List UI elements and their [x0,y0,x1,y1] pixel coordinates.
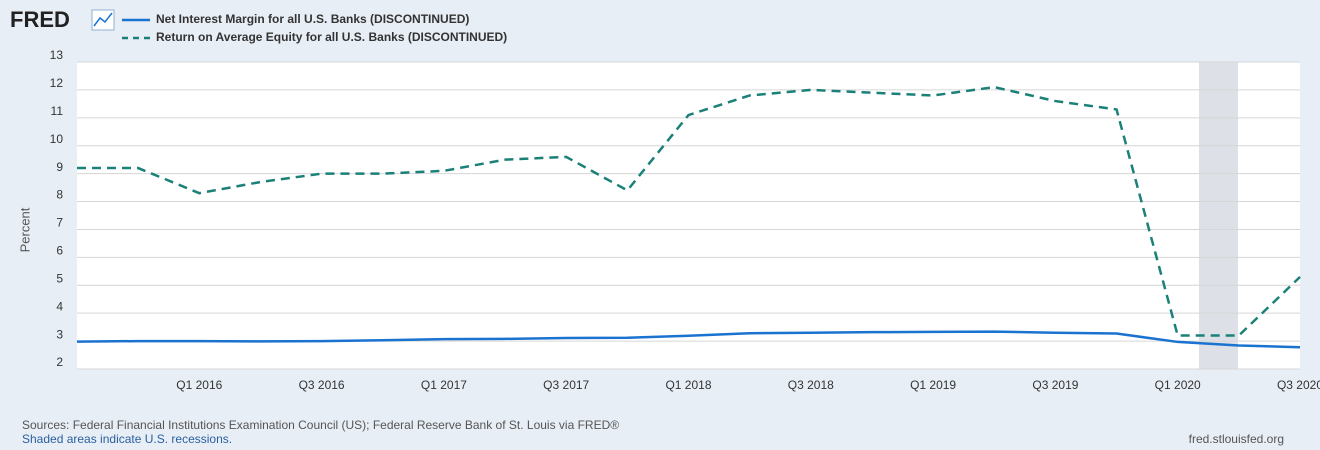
y-tick-label: 13 [50,48,64,62]
x-tick-label: Q3 2017 [543,378,589,392]
site: fred.stlouisfed.org [1189,432,1284,446]
note: Shaded areas indicate U.S. recessions. [22,432,232,446]
x-tick-label: Q1 2017 [421,378,467,392]
x-tick-label: Q1 2019 [910,378,956,392]
series-line [77,85,1301,337]
logo: FRED [10,7,70,32]
y-tick-label: 7 [56,216,63,230]
x-tick-label: Q3 2019 [1032,378,1078,392]
x-tick-label: Q3 2016 [299,378,345,392]
y-tick-label: 9 [56,160,63,174]
series-line [76,330,1301,349]
y-tick-label: 10 [50,132,64,146]
x-tick-label: Q1 2020 [1155,378,1201,392]
y-tick-label: 5 [56,271,63,285]
logo-icon [91,9,115,31]
y-tick-label: 3 [56,327,63,341]
y-tick-label: 2 [56,355,63,369]
source: Sources: Federal Financial Institutions … [22,418,619,432]
y-tick-label: 8 [56,188,63,202]
legend-label: Net Interest Margin for all U.S. Banks (… [156,12,469,26]
y-tick-label: 4 [56,299,63,313]
x-tick-label: Q1 2018 [665,378,711,392]
y-tick-label: 12 [50,76,64,90]
recession-shade [1199,62,1238,369]
y-tick-label: 6 [56,244,63,258]
legend-label: Return on Average Equity for all U.S. Ba… [156,30,507,44]
y-axis-label: Percent [17,207,32,252]
x-tick-label: Q3 2020 [1277,378,1320,392]
x-tick-label: Q3 2018 [788,378,834,392]
plot-area [77,62,1300,369]
y-tick-label: 11 [51,104,64,118]
x-tick-label: Q1 2016 [176,378,222,392]
